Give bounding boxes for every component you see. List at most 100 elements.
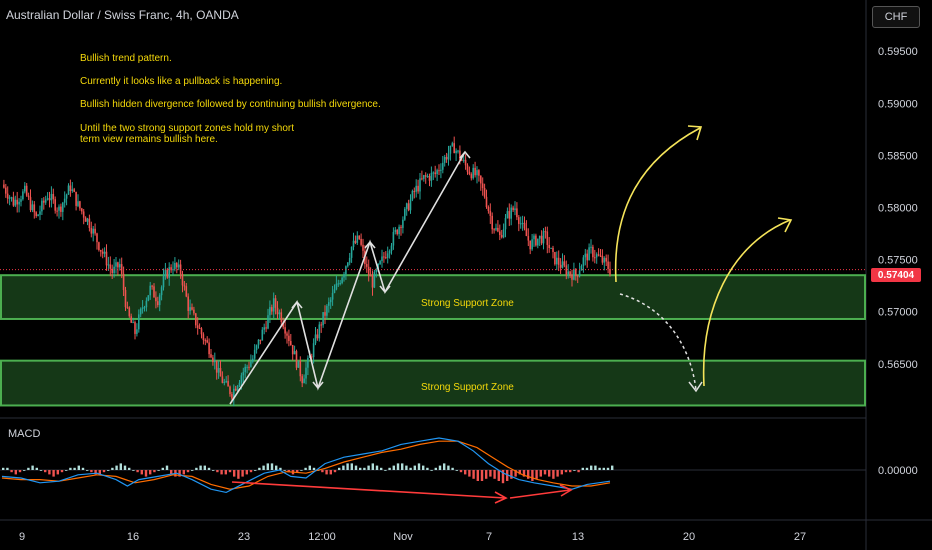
histogram-bar — [384, 470, 387, 471]
candle-body — [371, 275, 374, 288]
candle-body — [134, 322, 136, 334]
candle-body — [470, 174, 473, 179]
candle-body — [411, 190, 414, 200]
candle-body — [390, 245, 393, 252]
candle-body — [269, 307, 271, 316]
candle-body — [86, 218, 89, 222]
candle-body — [223, 381, 226, 383]
candle-body — [457, 150, 459, 152]
candle-body — [519, 223, 522, 225]
candle-body — [225, 381, 227, 383]
candle-body — [6, 193, 9, 199]
candle-body — [599, 255, 602, 257]
zigzag-arrowhead — [291, 300, 303, 309]
histogram-bar — [199, 465, 202, 470]
candle-body — [185, 286, 188, 297]
candle-body — [233, 388, 235, 399]
candle-body — [231, 394, 233, 399]
candle-body — [255, 345, 258, 350]
candle-body — [14, 199, 17, 206]
candle-body — [417, 185, 419, 192]
candle-body — [603, 257, 606, 263]
candle-body — [58, 206, 60, 211]
candle-body — [265, 327, 267, 329]
histogram-bar — [56, 470, 59, 475]
macd-zero-label: 0.00000 — [878, 465, 918, 477]
histogram-bar — [111, 467, 114, 470]
histogram-bar — [560, 470, 563, 475]
currency-button[interactable]: CHF — [872, 6, 920, 28]
candle-body — [461, 159, 463, 161]
histogram-bar — [212, 470, 215, 471]
candle-body — [257, 339, 260, 346]
candle-body — [341, 277, 343, 284]
candle-body — [544, 231, 547, 233]
candle-body — [50, 193, 53, 201]
candle-body — [430, 172, 433, 181]
candle-body — [297, 361, 300, 368]
candle-body — [46, 198, 49, 200]
histogram-bar — [367, 465, 370, 470]
candle-body — [495, 227, 497, 230]
candle-body — [208, 342, 210, 355]
candle-body — [557, 257, 560, 265]
candle-body — [478, 170, 480, 176]
candle-body — [39, 211, 41, 215]
candle-body — [177, 264, 180, 268]
candle-body — [385, 257, 387, 259]
candle-body — [347, 262, 349, 267]
candle-body — [480, 175, 482, 184]
histogram-bar — [81, 467, 85, 470]
candle-body — [442, 162, 444, 170]
histogram-bar — [510, 470, 513, 479]
candle-body — [145, 300, 148, 308]
candle-body — [219, 368, 222, 377]
candle-body — [276, 307, 279, 315]
histogram-bar — [489, 470, 492, 477]
candle-body — [396, 229, 398, 235]
candle-body — [242, 372, 245, 376]
histogram-bar — [287, 470, 290, 473]
zigzag-arrowhead — [364, 240, 376, 249]
candle-body — [284, 327, 286, 334]
histogram-bar — [581, 467, 584, 470]
histogram-bar — [480, 470, 484, 481]
candle-body — [483, 188, 486, 197]
note-line-2: Currently it looks like a pullback is ha… — [80, 76, 283, 87]
candle-body — [149, 285, 151, 296]
candle-body — [75, 191, 77, 206]
candle-body — [62, 202, 64, 212]
histogram-bar — [132, 470, 135, 471]
histogram-bar — [207, 467, 211, 470]
support-zone-lower — [0, 359, 866, 407]
candle-body — [96, 233, 98, 243]
histogram-bar — [422, 465, 425, 470]
histogram-bar — [245, 470, 248, 475]
histogram-bar — [518, 470, 521, 475]
candle-body — [158, 295, 161, 306]
candle-body — [312, 343, 315, 358]
candle-body — [462, 159, 465, 161]
histogram-bar — [300, 470, 303, 471]
candle-body — [590, 246, 592, 248]
candle-body — [3, 184, 5, 188]
histogram-bar — [216, 470, 219, 473]
candle-body — [466, 165, 469, 172]
histogram-bar — [224, 470, 227, 475]
histogram-bar — [342, 465, 345, 470]
candle-body — [588, 247, 590, 261]
candle-body — [212, 357, 214, 363]
histogram-bar — [186, 470, 190, 473]
histogram-bar — [161, 467, 164, 470]
candle-body — [428, 176, 431, 181]
bullish-arrow-curve-1 — [614, 127, 701, 283]
histogram-bar — [573, 470, 576, 471]
candle-body — [143, 307, 146, 309]
candle-body — [259, 339, 262, 341]
histogram-bar — [195, 467, 198, 470]
candle-body — [502, 229, 505, 238]
histogram-bar — [220, 470, 223, 475]
candle-body — [238, 382, 241, 387]
candle-body — [278, 312, 281, 315]
histogram-bar — [144, 470, 148, 477]
